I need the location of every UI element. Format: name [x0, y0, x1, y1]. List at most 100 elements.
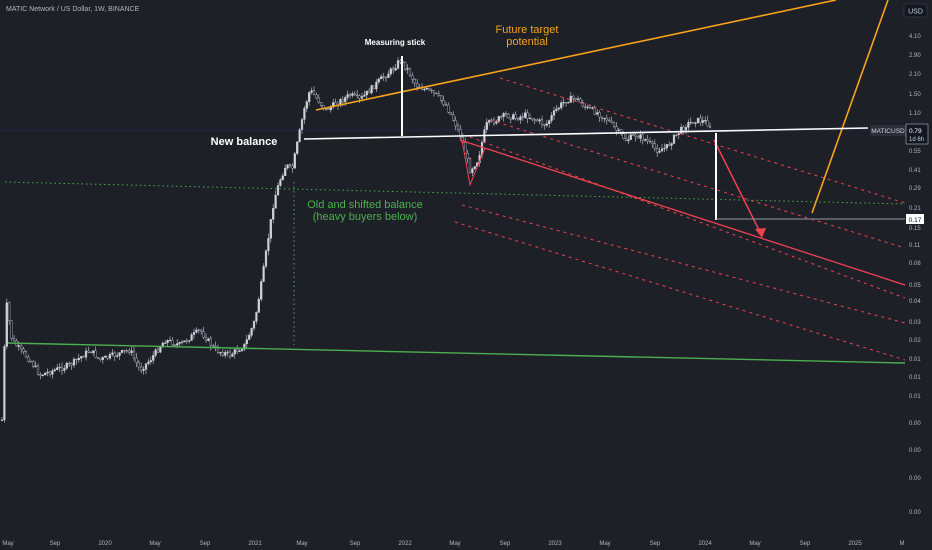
x-tick-label: 2020 [98, 541, 112, 547]
future-target-label-1: Future target [496, 24, 559, 36]
candle-body [704, 120, 707, 122]
candle-body [269, 219, 272, 239]
candle-body [144, 363, 148, 370]
candle-body [365, 90, 368, 96]
x-tick-label: May [149, 541, 160, 547]
currency-button[interactable]: USD [908, 9, 923, 16]
candle-body [468, 158, 472, 174]
candle-body [327, 108, 330, 111]
candle-body [346, 94, 349, 98]
candle-body [236, 349, 239, 352]
candle-body [113, 352, 116, 357]
candle-body [581, 102, 584, 107]
candle-body [564, 102, 568, 104]
drawings [0, 0, 906, 364]
candle-body [281, 175, 284, 180]
candle-body [176, 343, 179, 346]
candle-body [197, 329, 200, 331]
candle-body [516, 118, 520, 121]
candle-body [634, 134, 637, 137]
candle-body [334, 102, 337, 106]
red-channel-solid[interactable] [459, 139, 906, 286]
x-tick-label: May [749, 541, 760, 547]
candle-body [135, 357, 138, 363]
y-tick-label: 4.10 [909, 34, 921, 40]
candle-body [257, 299, 260, 313]
red-channel-dashed-1[interactable] [499, 77, 906, 204]
candle-body [293, 153, 296, 169]
candle-body [526, 112, 529, 119]
candle-body [646, 139, 649, 142]
candle-body [212, 345, 215, 347]
orange-target-projection[interactable] [811, 0, 889, 214]
red-channel-dashed-2[interactable] [489, 119, 906, 249]
candle-body [394, 68, 397, 71]
candle-body [701, 120, 704, 123]
y-tick-label: 0.05 [909, 283, 921, 289]
candle-body [514, 114, 517, 119]
candle-body [228, 351, 232, 357]
white-balance-line[interactable] [303, 127, 869, 140]
candle-body [132, 350, 136, 359]
candle-body [106, 355, 109, 359]
candle-body [423, 88, 426, 91]
x-tick-label: 2024 [698, 541, 712, 547]
candle-body [36, 365, 40, 375]
candle-body [692, 121, 695, 124]
candle-body [89, 351, 92, 354]
candle-body [473, 166, 476, 169]
symbol-label-bg [870, 125, 906, 136]
candle-body [202, 331, 205, 338]
candle-body [586, 106, 589, 109]
candle-body [449, 112, 452, 115]
y-tick-label: 0.21 [909, 206, 921, 212]
candle-body [149, 360, 152, 363]
symbol-label: MATICUSD [871, 128, 905, 135]
candle-body [152, 355, 155, 361]
candle-body [29, 361, 32, 363]
candle-body [440, 95, 443, 101]
y-tick-label: 0.15 [909, 226, 921, 232]
candle-body [10, 320, 13, 339]
price-axis[interactable]: 4.10 2.90 2.10 1.50 1.10 0.55 0.41 0.29 0.21 0.15… [909, 34, 921, 516]
candle-body [641, 134, 644, 141]
candle-body [96, 357, 100, 359]
candle-body [682, 126, 685, 131]
green-support-line[interactable] [7, 342, 906, 364]
candle-body [320, 102, 323, 106]
candle-body [108, 354, 112, 359]
y-tick-label: 0.02 [909, 338, 921, 344]
candle-body [612, 122, 616, 127]
candle-body [209, 338, 212, 346]
candle-body [509, 117, 512, 120]
measuring-stick-label: Measuring stick [365, 38, 426, 47]
candle-body [317, 97, 320, 103]
candle-body [300, 119, 304, 130]
candle-body [447, 104, 450, 113]
red-projection-arrow[interactable] [713, 139, 763, 237]
time-axis[interactable]: May Sep 2020 May Sep 2021 May Sep 2022 May Sep 2023… [2, 541, 904, 547]
candle-body [372, 85, 376, 90]
candle-body [584, 106, 587, 108]
candle-body [660, 148, 664, 152]
red-channel-dashed-5[interactable] [469, 136, 906, 299]
candle-body [444, 104, 448, 106]
candle-body [262, 266, 265, 282]
candle-body [432, 90, 436, 94]
candle-body [687, 122, 690, 128]
candle-body [315, 94, 318, 99]
candle-body [56, 367, 59, 370]
candle-body [288, 164, 292, 166]
x-tick-label: 2022 [398, 541, 412, 547]
y-tick-label: 0.41 [909, 168, 921, 174]
candle-body [360, 96, 364, 99]
candle-body [552, 110, 556, 116]
x-tick-label: Sep [350, 541, 361, 547]
candle-body [286, 164, 289, 169]
candle-body [296, 141, 299, 154]
red-channel-dashed-4[interactable] [454, 221, 906, 361]
green-dotted-balance-line[interactable] [4, 181, 906, 205]
y-tick-label: 1.50 [909, 92, 921, 98]
